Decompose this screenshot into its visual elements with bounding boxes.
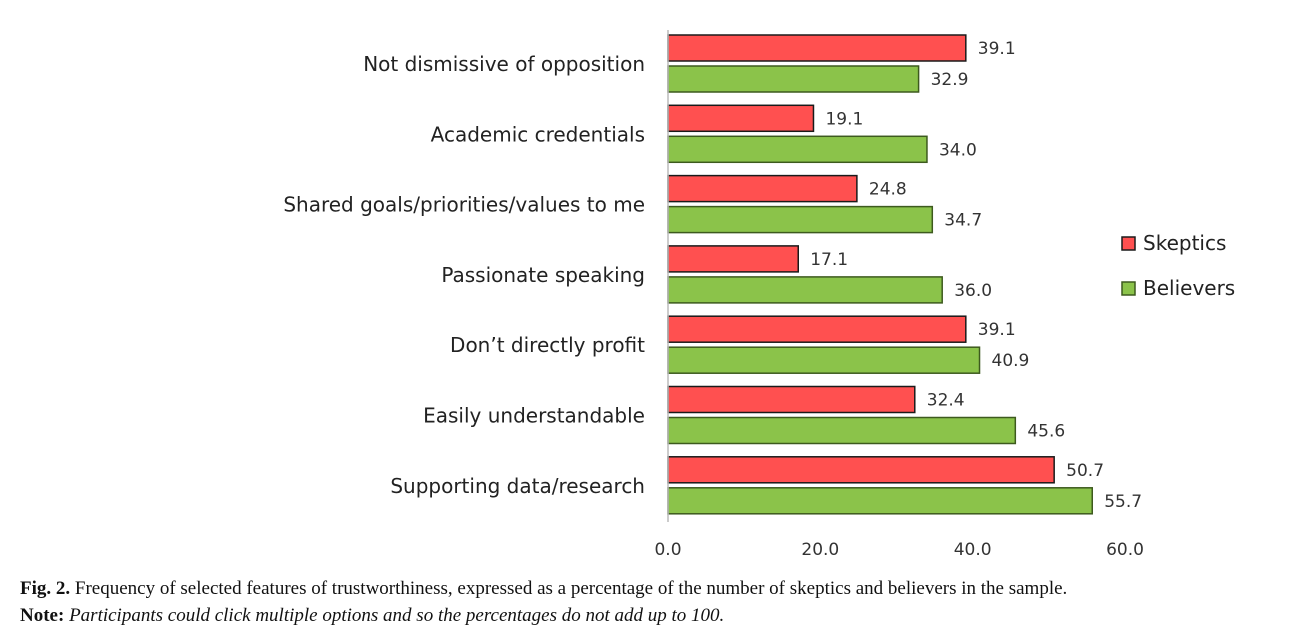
bar-skeptics bbox=[667, 385, 916, 414]
x-tick-label: 0.0 bbox=[654, 540, 681, 560]
data-label: 55.7 bbox=[1104, 492, 1142, 512]
category-label: Don’t directly profit bbox=[450, 333, 645, 357]
category-label: Supporting data/research bbox=[390, 474, 645, 498]
figure-note: Note: Participants could click multiple … bbox=[20, 605, 724, 627]
data-label: 19.1 bbox=[825, 109, 863, 129]
data-label: 32.9 bbox=[931, 70, 969, 90]
note-label: Note: bbox=[20, 605, 65, 626]
data-label: 39.1 bbox=[978, 39, 1016, 59]
data-label: 17.1 bbox=[810, 250, 848, 270]
bar-believers bbox=[667, 346, 981, 374]
bar-believers bbox=[667, 276, 943, 304]
bar-believers bbox=[667, 205, 934, 234]
data-label: 24.8 bbox=[869, 180, 907, 200]
bar-believers bbox=[667, 487, 1093, 515]
bar-chart: Not dismissive of opposition 39.1 32.9 Acad… bbox=[283, 30, 1235, 560]
data-label: 40.9 bbox=[992, 351, 1030, 371]
data-label: 32.4 bbox=[927, 391, 965, 411]
x-tick-label: 20.0 bbox=[801, 540, 839, 560]
data-label: 45.6 bbox=[1027, 422, 1065, 442]
note-text: Participants could click multiple option… bbox=[69, 605, 725, 626]
data-label: 50.7 bbox=[1066, 461, 1104, 481]
category-label: Easily understandable bbox=[423, 404, 645, 428]
data-label: 36.0 bbox=[954, 281, 992, 301]
bar-believers bbox=[667, 135, 928, 164]
data-label: 34.7 bbox=[944, 211, 982, 231]
category-label: Academic credentials bbox=[431, 122, 645, 146]
caption-label: Fig. 2. bbox=[20, 578, 71, 599]
category-label: Not dismissive of opposition bbox=[363, 52, 645, 76]
legend-label-skeptics: Skeptics bbox=[1143, 231, 1226, 255]
bar-skeptics bbox=[667, 245, 799, 273]
x-tick-label: 40.0 bbox=[954, 540, 992, 560]
bar-skeptics bbox=[667, 34, 967, 62]
legend-label-believers: Believers bbox=[1143, 276, 1235, 300]
bar-skeptics bbox=[667, 315, 967, 343]
legend-swatch-skeptics bbox=[1121, 236, 1136, 251]
bar-skeptics bbox=[667, 174, 858, 203]
legend-swatch-believers bbox=[1121, 281, 1136, 296]
category-label: Passionate speaking bbox=[441, 263, 645, 287]
bar-skeptics bbox=[667, 104, 815, 133]
data-label: 39.1 bbox=[978, 320, 1016, 340]
x-tick-label: 60.0 bbox=[1106, 540, 1144, 560]
bar-believers bbox=[667, 65, 920, 93]
figure-caption: Fig. 2. Frequency of selected features o… bbox=[20, 578, 1067, 600]
caption-text: Frequency of selected features of trustw… bbox=[74, 578, 1068, 599]
bar-skeptics bbox=[667, 456, 1055, 484]
data-label: 34.0 bbox=[939, 140, 977, 160]
category-label: Shared goals/priorities/values to me bbox=[283, 193, 645, 217]
bar-believers bbox=[667, 416, 1017, 445]
